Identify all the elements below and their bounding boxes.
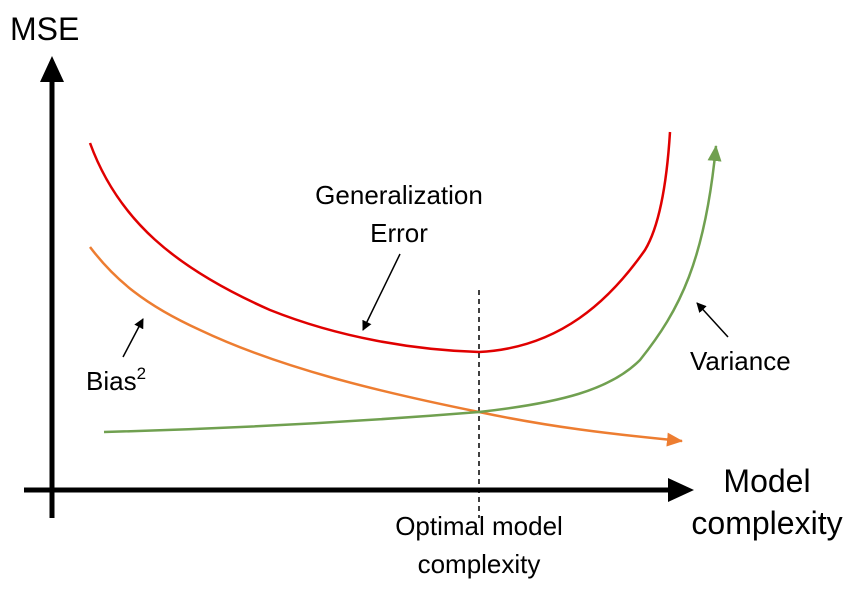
bias-squared-label: Bias2	[86, 364, 146, 396]
x-axis-arrowhead	[668, 478, 694, 502]
generalization-error-label-line1: Generalization	[315, 180, 483, 210]
bias-squared-curve	[89, 246, 683, 447]
variance-curve	[103, 145, 722, 434]
variance-pointer	[696, 302, 729, 338]
generalization-error-label-line2: Error	[370, 218, 428, 248]
generalization-error-curve	[88, 131, 672, 354]
optimal-complexity-label-line1: Optimal model	[395, 511, 563, 541]
generalization-error-pointer	[362, 253, 401, 331]
x-axis-label-line1: Model	[723, 463, 810, 499]
bias-pointer	[122, 318, 144, 358]
x-axis-label-line2: complexity	[691, 505, 842, 541]
y-axis-label: MSE	[10, 11, 79, 47]
y-axis-arrowhead	[40, 56, 64, 82]
variance-label: Variance	[690, 346, 791, 376]
optimal-complexity-label-line2: complexity	[418, 549, 541, 579]
